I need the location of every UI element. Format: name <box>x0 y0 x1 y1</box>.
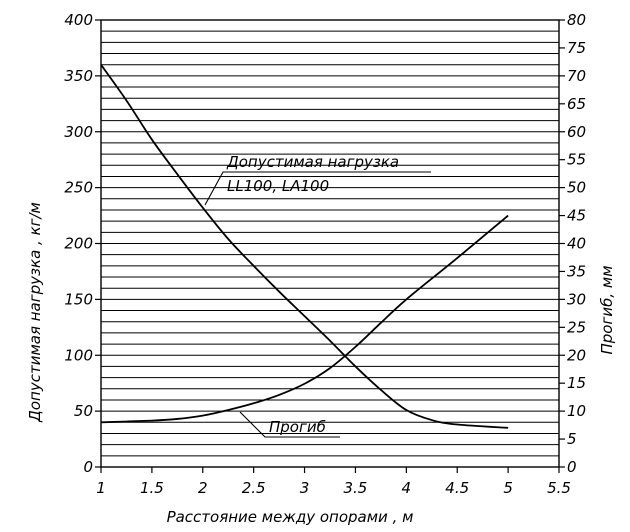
y2-tick-label: 30 <box>567 290 586 308</box>
deflection-curve <box>100 214 509 424</box>
x-axis-title: Расстояние между опорами , м <box>167 508 414 526</box>
load-curve <box>100 64 509 429</box>
y2-tick-label: 20 <box>567 346 586 364</box>
y-tick-label: 250 <box>64 179 93 197</box>
y2-tick-label: 55 <box>567 151 586 169</box>
y-tick-label: 400 <box>64 11 93 29</box>
grid-layer <box>101 30 559 457</box>
x-tick-label: 4 <box>402 479 412 497</box>
load-annotation: Допустимая нагрузка LL100, LA100 <box>204 153 431 206</box>
load-annotation-line2: LL100, LA100 <box>227 177 329 195</box>
y2-tick-label: 15 <box>567 374 586 392</box>
deflection-annotation-text: Прогиб <box>269 418 326 436</box>
tick-layer: 1 1.5 2 2.5 3 3.5 4 4.5 5 5.505010015020025030035… <box>64 11 586 497</box>
y2-tick-label: 40 <box>567 235 586 253</box>
y2-tick-label: 0 <box>567 458 577 476</box>
x-tick-label: 4.5 <box>445 479 469 497</box>
series-layer <box>100 64 509 429</box>
x-tick-label: 2.5 <box>242 479 266 497</box>
y-tick-label: 350 <box>64 67 93 85</box>
y2-tick-label: 10 <box>567 402 586 420</box>
x-tick-label: 3 <box>300 479 310 497</box>
y-tick-label: 300 <box>64 123 93 141</box>
x-tick-label: 3.5 <box>344 479 368 497</box>
y-tick-label: 150 <box>64 290 93 308</box>
y2-tick-label: 80 <box>567 11 586 29</box>
y-tick-label: 100 <box>64 346 93 364</box>
y2-tick-label: 75 <box>567 39 586 57</box>
x-tick-label: 1 <box>96 479 106 497</box>
load-annotation-line1: Допустимая нагрузка <box>226 153 399 171</box>
y2-tick-label: 5 <box>567 430 577 448</box>
y-tick-label: 50 <box>74 402 93 420</box>
x-tick-label: 2 <box>198 479 208 497</box>
y2-tick-label: 60 <box>567 123 586 141</box>
deflection-annotation-leader <box>239 411 340 438</box>
load-annotation-leader <box>204 171 431 206</box>
y2-tick-label: 45 <box>567 207 586 225</box>
y-tick-label: 0 <box>83 458 93 476</box>
y2-tick-label: 65 <box>567 95 586 113</box>
y2-tick-label: 50 <box>567 179 586 197</box>
x-tick-label: 5.5 <box>547 479 571 497</box>
x-tick-label: 1.5 <box>140 479 164 497</box>
x-tick-label: 5 <box>503 479 513 497</box>
y-tick-label: 200 <box>64 235 93 253</box>
y2-tick-label: 35 <box>567 262 586 280</box>
deflection-annotation: Прогиб <box>239 411 340 438</box>
y-axis-title: Допустимая нагрузка , кг/м <box>26 202 44 423</box>
y2-tick-label: 70 <box>567 67 586 85</box>
y2-axis-title: Прогиб, мм <box>598 265 616 354</box>
y2-tick-label: 25 <box>567 318 586 336</box>
